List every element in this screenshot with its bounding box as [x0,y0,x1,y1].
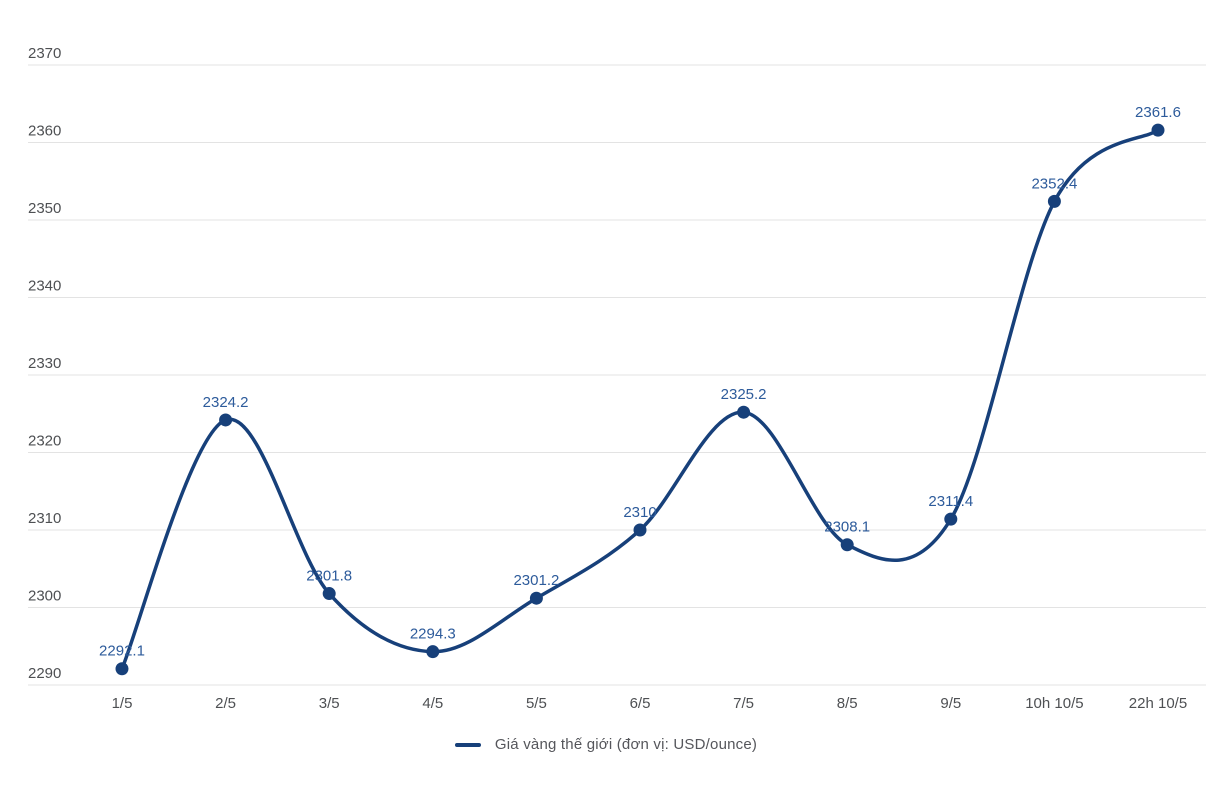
legend-line-swatch [454,742,481,747]
data-point[interactable] [737,405,751,419]
legend-label: Giá vàng thế giới (đơn vị: USD/ounce) [494,736,758,753]
data-point-label: 2311.4 [928,493,973,510]
data-point[interactable] [115,662,129,676]
x-axis-label: 1/5 [112,695,133,712]
data-point-label: 2325.2 [721,386,767,403]
data-point-label: 2352.4 [1031,175,1077,192]
y-tick-label: 2370 [28,45,61,62]
data-point-label: 2292.1 [99,643,145,660]
x-axis-label: 8/5 [837,695,858,712]
data-point[interactable] [633,523,647,537]
data-point[interactable] [322,587,336,601]
x-axis-label: 22h 10/5 [1129,695,1187,712]
x-axis-label: 4/5 [422,695,443,712]
x-axis-label: 6/5 [630,695,651,712]
series-line [120,128,1160,671]
y-tick-label: 2340 [28,278,61,295]
data-point[interactable] [944,512,958,526]
x-axis-label: 9/5 [940,695,961,712]
data-point-label: 2294.3 [410,626,456,643]
y-tick-label: 2320 [28,433,61,450]
x-axis-label: 10h 10/5 [1025,695,1083,712]
data-point-label: 2308.1 [824,519,870,536]
data-point-label: 2301.2 [513,572,559,589]
y-tick-label: 2310 [28,510,61,527]
y-tick-label: 2290 [28,665,61,682]
y-tick-label: 2330 [28,355,61,372]
data-point-label: 2324.2 [203,394,249,411]
x-axis-label: 2/5 [215,695,236,712]
x-axis-label: 3/5 [319,695,340,712]
data-point[interactable] [426,645,440,659]
data-point[interactable] [219,413,233,427]
data-point[interactable] [529,591,543,605]
data-point[interactable] [1151,123,1165,137]
y-tick-label: 2360 [28,123,61,140]
data-point-label: 2361.6 [1135,104,1181,121]
x-axis-label: 7/5 [733,695,754,712]
x-axis-label: 5/5 [526,695,547,712]
data-point-label: 2301.8 [306,568,352,585]
legend[interactable]: Giá vàng thế giới (đơn vị: USD/ounce) [0,736,1212,753]
data-point-label: 2310 [623,504,656,521]
data-point[interactable] [840,538,854,552]
line-plot-canvas: 2290 2300 2310 2320 2330 2340 2350 2360 2370 1/5 2… [28,45,1206,712]
y-tick-label: 2350 [28,200,61,217]
data-point[interactable] [1047,194,1061,208]
y-tick-label: 2300 [28,588,61,605]
